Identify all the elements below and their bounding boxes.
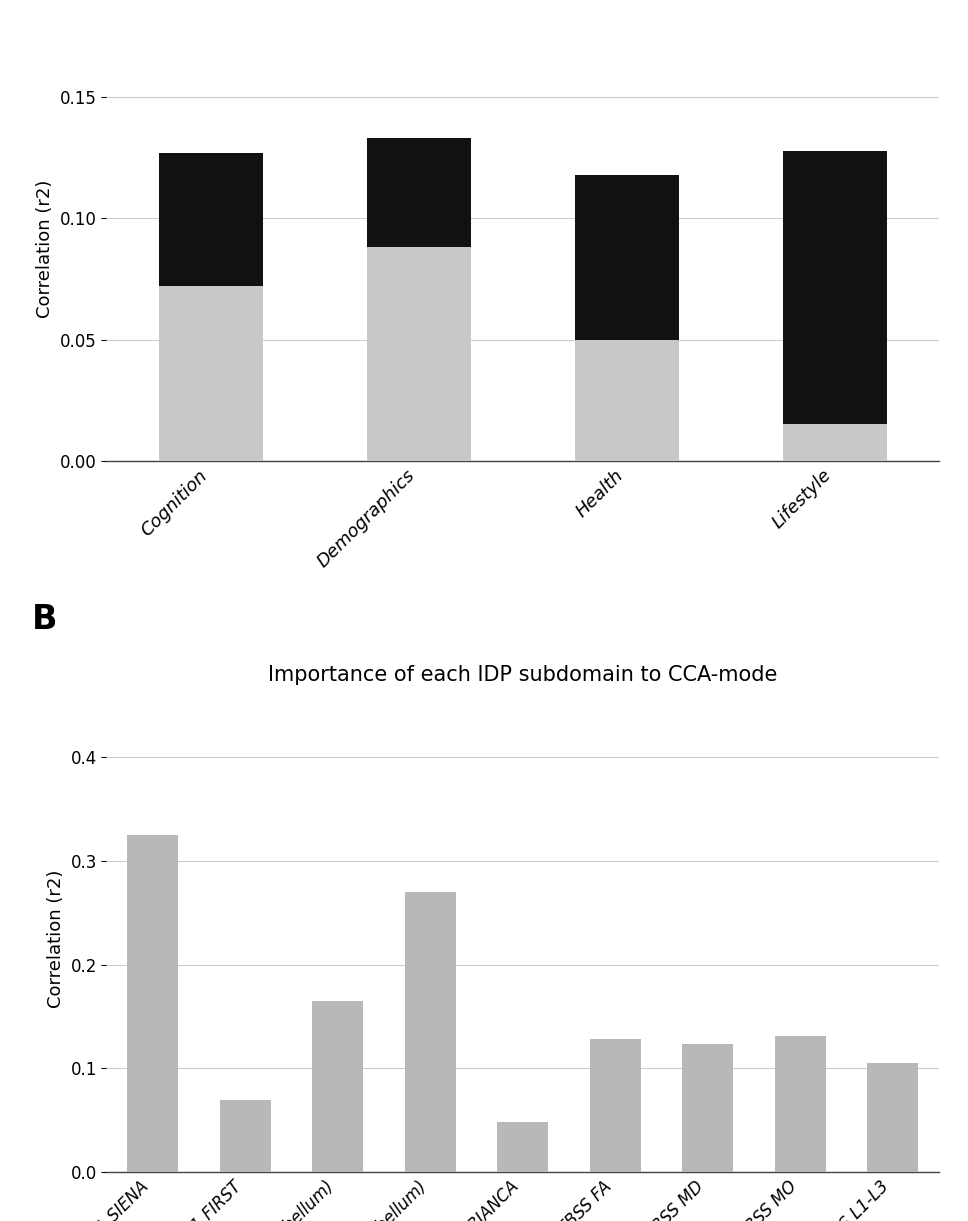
Bar xyxy=(159,286,262,460)
Bar xyxy=(590,1039,641,1172)
Bar xyxy=(128,835,178,1172)
Bar xyxy=(498,1122,548,1172)
Y-axis label: Correlation (r2): Correlation (r2) xyxy=(46,869,65,1009)
Bar xyxy=(367,138,470,248)
Bar xyxy=(313,1001,363,1172)
Bar xyxy=(783,150,887,425)
Y-axis label: Correlation (r2): Correlation (r2) xyxy=(37,179,54,317)
Bar xyxy=(220,1100,271,1172)
Bar xyxy=(774,1037,826,1172)
Bar xyxy=(575,339,679,460)
Bar xyxy=(159,153,262,286)
Title: Importance of each IDP subdomain to CCA-mode: Importance of each IDP subdomain to CCA-… xyxy=(268,664,777,685)
Bar xyxy=(367,248,470,460)
Bar xyxy=(682,1044,733,1172)
Bar xyxy=(867,1063,918,1172)
Text: B: B xyxy=(32,603,57,636)
Bar xyxy=(783,425,887,460)
Bar xyxy=(575,175,679,339)
Bar xyxy=(405,893,456,1172)
